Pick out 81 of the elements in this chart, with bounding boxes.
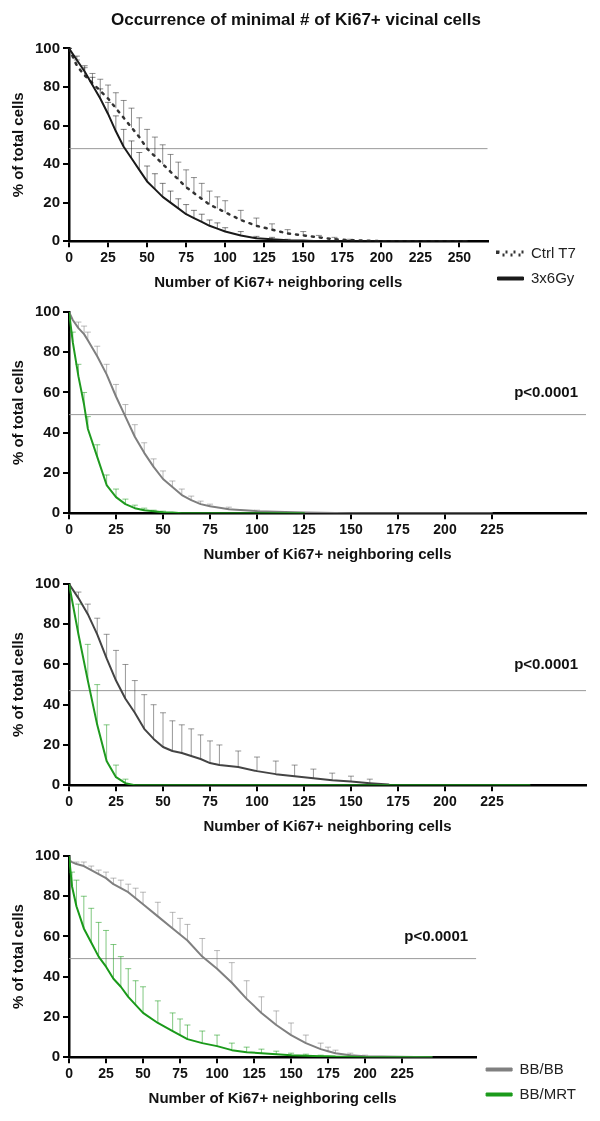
annotation: p<0.0001 xyxy=(514,382,578,400)
y-axis-title: % of total cells xyxy=(9,632,27,738)
y-tick-label: 60 xyxy=(43,926,61,944)
y-tick-label: 0 xyxy=(51,775,61,793)
x-tick-label: 200 xyxy=(369,249,394,266)
x-tick-label: 0 xyxy=(65,1065,74,1082)
x-tick-label: 25 xyxy=(98,1065,115,1082)
y-tick-label: 20 xyxy=(43,1007,61,1025)
x-axis-title: Number of Ki67+ neighboring cells xyxy=(148,1089,397,1107)
legend-label: 3x6Gy xyxy=(531,268,575,286)
x-tick-label: 25 xyxy=(100,249,117,266)
x-axis-title: Number of Ki67+ neighboring cells xyxy=(203,817,452,835)
x-tick-label: 225 xyxy=(390,1065,414,1082)
legend-label: BB/BB xyxy=(519,1059,564,1077)
x-tick-label: 150 xyxy=(339,793,363,810)
y-tick-label: 100 xyxy=(35,574,61,592)
x-tick-label: 200 xyxy=(353,1065,377,1082)
x-tick-label: 100 xyxy=(205,1065,229,1082)
y-tick-label: 40 xyxy=(43,422,61,440)
y-tick-label: 0 xyxy=(51,231,61,249)
y-tick-label: 80 xyxy=(43,77,61,95)
y-axis-title: % of total cells xyxy=(9,92,27,198)
y-axis-title: % of total cells xyxy=(9,360,27,466)
x-tick-label: 150 xyxy=(279,1065,303,1082)
y-tick-label: 80 xyxy=(43,886,61,904)
x-tick-label: 100 xyxy=(213,249,238,266)
x-axis-title: Number of Ki67+ neighboring cells xyxy=(154,273,403,291)
y-tick-label: 20 xyxy=(43,735,61,753)
x-tick-label: 0 xyxy=(65,249,74,266)
legend-label: BB/MRT xyxy=(519,1084,577,1102)
x-tick-label: 50 xyxy=(155,521,172,538)
y-tick-label: 60 xyxy=(43,654,61,672)
x-tick-label: 225 xyxy=(480,793,504,810)
y-tick-label: 60 xyxy=(43,382,61,400)
y-tick-label: 0 xyxy=(51,503,61,521)
x-tick-label: 50 xyxy=(139,249,156,266)
x-tick-label: 200 xyxy=(433,521,457,538)
x-tick-label: 50 xyxy=(155,793,172,810)
y-tick-label: 100 xyxy=(35,302,61,320)
x-tick-label: 225 xyxy=(408,249,433,266)
annotation: p<0.0001 xyxy=(514,654,578,672)
y-tick-label: 0 xyxy=(51,1047,61,1065)
x-tick-label: 250 xyxy=(447,249,472,266)
x-tick-label: 125 xyxy=(242,1065,266,1082)
x-tick-label: 75 xyxy=(172,1065,189,1082)
x-tick-label: 175 xyxy=(386,521,410,538)
x-tick-label: 150 xyxy=(339,521,363,538)
x-tick-label: 25 xyxy=(108,521,125,538)
y-tick-label: 80 xyxy=(43,342,61,360)
y-tick-label: 20 xyxy=(43,192,61,210)
x-axis-title: Number of Ki67+ neighboring cells xyxy=(203,545,452,563)
annotation: p<0.0001 xyxy=(404,926,469,944)
chart-title: Occurrence of minimal # of Ki67+ vicinal cells xyxy=(111,9,481,29)
y-tick-label: 40 xyxy=(43,154,61,172)
x-tick-label: 75 xyxy=(202,521,219,538)
x-tick-label: 200 xyxy=(433,793,457,810)
x-tick-label: 0 xyxy=(65,793,74,810)
legend-label: Ctrl T7 xyxy=(531,243,576,261)
x-tick-label: 225 xyxy=(480,521,504,538)
y-tick-label: 80 xyxy=(43,614,61,632)
y-tick-label: 20 xyxy=(43,463,61,481)
x-tick-label: 50 xyxy=(135,1065,152,1082)
x-tick-label: 175 xyxy=(330,249,355,266)
y-tick-label: 60 xyxy=(43,115,61,133)
x-tick-label: 125 xyxy=(292,521,316,538)
x-tick-label: 175 xyxy=(386,793,410,810)
y-axis-title: % of total cells xyxy=(9,904,27,1010)
x-tick-label: 100 xyxy=(245,521,269,538)
y-tick-label: 100 xyxy=(35,846,61,864)
x-tick-label: 100 xyxy=(245,793,269,810)
y-tick-label: 40 xyxy=(43,966,61,984)
x-tick-label: 175 xyxy=(316,1065,340,1082)
x-tick-label: 150 xyxy=(291,249,316,266)
x-tick-label: 25 xyxy=(108,793,125,810)
x-tick-label: 75 xyxy=(178,249,195,266)
x-tick-label: 0 xyxy=(65,521,74,538)
x-tick-label: 125 xyxy=(292,793,316,810)
x-tick-label: 75 xyxy=(202,793,219,810)
y-tick-label: 100 xyxy=(35,38,61,56)
y-tick-label: 40 xyxy=(43,694,61,712)
x-tick-label: 125 xyxy=(252,249,277,266)
